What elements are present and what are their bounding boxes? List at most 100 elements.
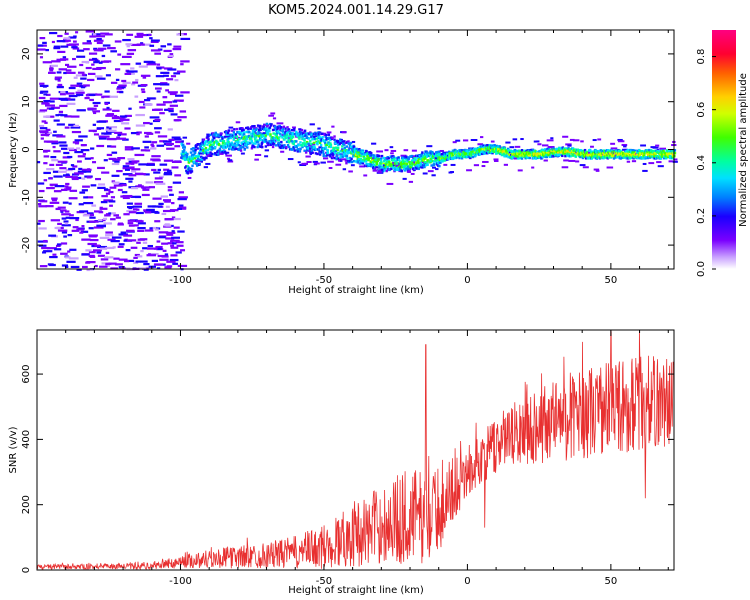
spectrogram-cell: [343, 140, 346, 143]
spectrogram-cell: [414, 158, 417, 161]
spectrogram-cell: [223, 144, 226, 147]
spectrogram-cell: [433, 153, 436, 157]
spectrogram-noise-cell: [154, 228, 159, 231]
spectrogram-noise-cell: [114, 160, 120, 163]
spectrogram-noise-cell: [83, 201, 94, 205]
spectrogram-noise-cell: [125, 43, 133, 46]
spectrogram-cell: [284, 127, 288, 130]
spectrogram-cell: [318, 141, 322, 145]
spectrogram-cell: [279, 133, 282, 136]
spectrogram-cell: [357, 158, 361, 161]
spectrogram-noise-cell: [133, 224, 139, 227]
spectrogram-cell: [251, 135, 254, 138]
spectrogram-cell: [207, 138, 210, 141]
spectrogram-noise-cell: [174, 138, 182, 141]
spectrogram-cell: [376, 159, 380, 163]
spectrogram-cell: [329, 155, 332, 158]
snr-y-tick-label: 0: [21, 567, 32, 573]
spectrogram-halo-cell: [408, 180, 414, 183]
spectrogram-noise-cell: [78, 135, 88, 138]
spectrogram-cell: [480, 145, 483, 148]
spectrogram-noise-cell: [65, 39, 71, 42]
spectrogram-cell: [282, 125, 286, 128]
spectrogram-noise-cell: [179, 110, 187, 113]
spectrogram-halo-cell: [443, 163, 448, 166]
spectrogram-cell: [627, 148, 630, 152]
spectrogram-cell: [581, 154, 584, 158]
spectrogram-cell: [252, 134, 256, 137]
spectrogram-noise-cell: [122, 81, 131, 84]
spectrogram-noise-cell: [167, 107, 174, 110]
spectrogram-cell: [415, 161, 419, 165]
spectrogram-noise-cell: [57, 79, 61, 82]
spectrogram-halo-cell: [493, 158, 499, 161]
spectrogram-noise-cell: [147, 205, 157, 208]
spectrogram-cell: [310, 133, 314, 136]
spectrogram-cell: [467, 150, 470, 153]
spectrogram-cell: [397, 157, 400, 160]
spectrogram-noise-cell: [109, 186, 117, 189]
spectrogram-noise-cell: [122, 38, 131, 42]
spectrogram-noise-cell: [47, 263, 54, 266]
spectrogram-halo-cell: [657, 165, 664, 168]
spectrogram-noise-cell: [51, 197, 58, 200]
spectrogram-halo-cell: [182, 136, 188, 139]
spectrogram-cell: [274, 144, 278, 147]
spectrogram-noise-cell: [64, 210, 70, 213]
spectrogram-noise-cell: [153, 83, 161, 86]
spectrogram-cell: [182, 143, 185, 146]
spectrogram-noise-cell: [62, 56, 67, 59]
spectrogram-cell: [425, 151, 429, 154]
spectrogram-halo-cell: [575, 160, 580, 163]
spectrogram-noise-cell: [39, 82, 45, 85]
spectrogram-cell: [245, 140, 248, 143]
spectrogram-cell: [325, 133, 328, 137]
spectrogram-noise-cell: [149, 37, 153, 40]
spectrogram-noise-cell: [71, 177, 79, 181]
spectrogram-cell: [209, 151, 212, 154]
spectrogram-noise-cell: [96, 38, 102, 41]
spectrogram-cell: [186, 165, 190, 168]
spectrogram-noise-cell: [135, 124, 146, 127]
spectrogram-noise-cell: [46, 131, 53, 134]
spectrogram-noise-cell: [103, 132, 112, 135]
spectrogram-noise-cell: [174, 174, 182, 177]
spectrogram-cell: [190, 160, 193, 163]
spectrogram-noise-cell: [179, 33, 184, 36]
spectrogram-cell: [307, 142, 310, 146]
spectrogram-noise-cell: [135, 220, 144, 223]
spectrogram-halo-cell: [606, 166, 614, 169]
spectrogram-noise-cell: [89, 238, 99, 242]
spectrogram-noise-cell: [74, 150, 84, 154]
spectrogram-noise-cell: [149, 147, 157, 150]
spectrogram-noise-cell: [165, 205, 170, 208]
spectrogram-noise-cell: [113, 257, 120, 260]
spectrogram-noise-cell: [89, 213, 94, 217]
spectrogram-noise-cell: [64, 185, 69, 188]
spectrogram-cell: [517, 155, 520, 158]
spectrogram-noise-cell: [95, 177, 101, 181]
spectrogram-noise-cell: [56, 243, 62, 246]
spectrogram-noise-cell: [118, 243, 125, 246]
spectrogram-cell: [217, 133, 220, 136]
spectrogram-cell: [337, 152, 341, 155]
spectrogram-noise-cell: [150, 143, 154, 146]
spectrogram-cell: [299, 147, 302, 151]
spectrogram-cell: [243, 148, 246, 151]
spectrogram-noise-cell: [72, 226, 79, 229]
spectrogram-cell: [397, 158, 401, 161]
spectrogram-cell: [574, 155, 577, 158]
spectrogram-cell: [285, 145, 288, 149]
spectrogram-noise-cell: [123, 260, 130, 263]
spectrogram-noise-cell: [117, 53, 122, 56]
spectrogram-noise-cell: [65, 216, 70, 219]
spectrogram-noise-cell: [82, 185, 90, 188]
spectrogram-cell: [304, 151, 308, 154]
spectrogram-cell: [431, 156, 434, 160]
spectrogram-noise-cell: [137, 222, 146, 225]
spectrogram-cell: [669, 155, 672, 158]
colorbar-tick-label: 0.8: [696, 49, 707, 65]
spectrogram-cell: [255, 127, 258, 131]
spectrogram-cell: [320, 132, 324, 136]
spectrogram-cell: [517, 157, 520, 160]
